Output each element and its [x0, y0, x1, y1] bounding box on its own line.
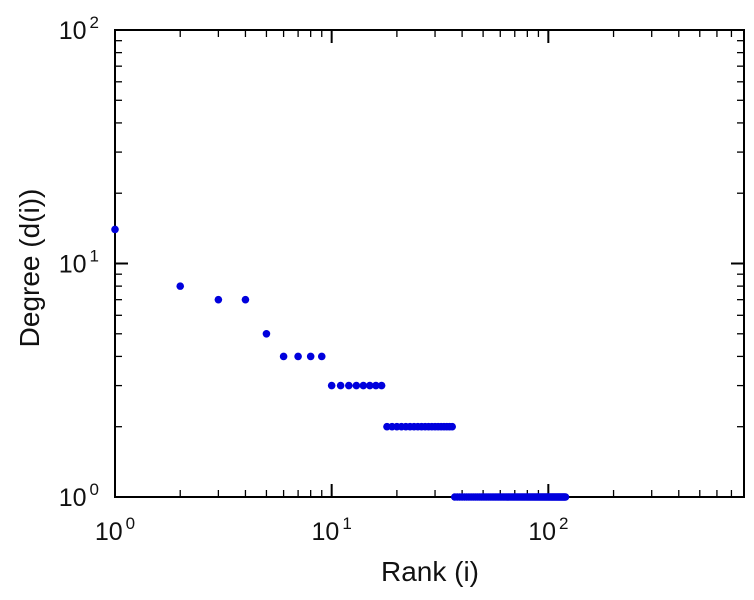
data-point: [372, 381, 380, 390]
data-point: [359, 381, 368, 390]
y-tick-label: 10 2: [59, 13, 99, 45]
data-point: [317, 352, 326, 361]
x-axis-label: Rank (i): [380, 556, 479, 587]
x-tick-label: 10 0: [95, 514, 135, 546]
data-point: [279, 352, 288, 361]
y-axis-label: Degree (d(i)): [14, 188, 45, 348]
y-tick-label: 10 1: [59, 247, 99, 279]
data-point: [214, 295, 223, 304]
y-tick-label: 10 0: [59, 480, 99, 512]
data-point: [377, 381, 386, 390]
data-point: [561, 493, 570, 501]
x-tick-label: 10 1: [312, 514, 352, 546]
x-tick-label: 10 2: [528, 514, 568, 546]
data-point: [306, 352, 315, 361]
data-point: [176, 282, 185, 290]
data-point: [366, 381, 374, 390]
data-point: [241, 295, 250, 304]
data-point: [448, 422, 456, 431]
data-point: [111, 225, 119, 234]
data-point: [345, 381, 353, 390]
data-point: [294, 352, 302, 361]
data-point: [327, 381, 336, 390]
data-point: [262, 329, 271, 338]
data-point: [336, 381, 345, 390]
data-point: [352, 381, 361, 390]
